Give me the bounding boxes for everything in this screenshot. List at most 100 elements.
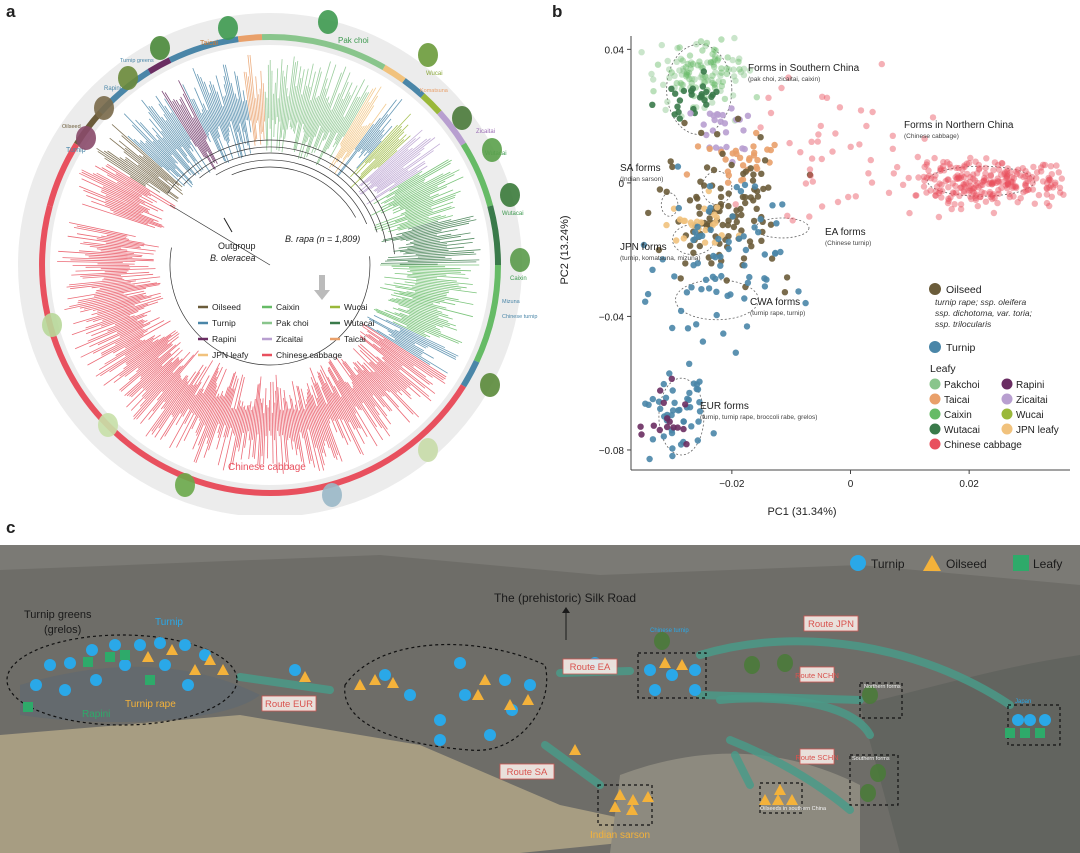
- tree-branch: [196, 73, 219, 130]
- tree-branch: [262, 83, 265, 122]
- tree-branch: [393, 292, 441, 304]
- pca-point: [784, 212, 791, 219]
- tree-branch: [207, 109, 230, 163]
- pca-point: [737, 188, 745, 195]
- tree-branch: [203, 386, 229, 458]
- tree-branch: [217, 407, 234, 466]
- tree-ring-sector: [168, 36, 239, 63]
- pca-point: [724, 179, 732, 186]
- pca-annotations: Forms in Southern China(pak choi, zicait…: [620, 63, 1014, 421]
- tree-branch: [289, 408, 298, 456]
- tree-branch: [257, 398, 261, 435]
- label-chinese-turnip: Chinese turnip: [502, 314, 537, 320]
- tree-branch: [368, 362, 403, 396]
- pca-point: [734, 115, 742, 123]
- tree-branch: [384, 283, 447, 295]
- pca-point: [970, 189, 977, 196]
- tree-branch: [84, 294, 144, 310]
- pca-point: [986, 188, 994, 196]
- map-leafy-marker: [145, 675, 155, 685]
- pca-point: [1010, 175, 1018, 182]
- tree-branch: [105, 204, 163, 226]
- pca-point: [836, 104, 844, 111]
- pca-point: [679, 57, 686, 64]
- pca-point: [967, 154, 974, 162]
- tree-legend-label: Wutacai: [344, 318, 375, 328]
- tree-branch: [399, 330, 457, 360]
- pca-point: [732, 349, 739, 356]
- tree-branch: [328, 361, 356, 407]
- tree-ring-sector: [147, 57, 172, 75]
- tree-branch: [392, 186, 447, 211]
- tree-branch: [362, 325, 444, 381]
- pca-point: [706, 215, 713, 222]
- pca-point: [989, 192, 996, 199]
- tree-branch: [380, 347, 430, 385]
- pca-point: [757, 216, 764, 223]
- tree-branch: [129, 176, 146, 187]
- pca-scatter-panel: −0.02 0 0.020.040−0.04−0.08 PC1 (31.34%) P…: [559, 34, 1070, 518]
- tree-branch: [151, 127, 190, 171]
- pca-point: [769, 202, 776, 209]
- tree-branch: [209, 92, 234, 159]
- vegetable-icon: [76, 126, 96, 150]
- tree-branch: [259, 398, 264, 468]
- pca-point: [680, 425, 687, 433]
- tree-branch: [86, 297, 164, 323]
- pca-point: [698, 91, 705, 98]
- tree-branch: [290, 66, 302, 130]
- pca-point: [660, 433, 667, 440]
- pca-point: [970, 175, 977, 182]
- tree-branch: [335, 356, 388, 430]
- pca-point: [671, 399, 678, 406]
- pca-point: [735, 58, 742, 65]
- panel-c-letter: c: [6, 518, 16, 537]
- outgroup-arrow: [223, 217, 233, 233]
- pca-point: [750, 171, 757, 178]
- tree-core-arc: [231, 166, 357, 218]
- pca-point: [958, 184, 965, 191]
- tree-branch: [381, 357, 430, 397]
- tree-branch: [289, 60, 299, 120]
- pca-point: [1031, 200, 1038, 207]
- tree-branch: [341, 358, 392, 425]
- pca-point: [714, 204, 721, 211]
- tree-branch: [337, 79, 365, 133]
- pca-point: [739, 176, 747, 183]
- pca-point: [885, 189, 893, 196]
- tree-branch: [394, 339, 422, 356]
- pca-point: [656, 426, 663, 434]
- pca-point: [995, 166, 1003, 173]
- pca-point: [990, 209, 998, 217]
- pca-point: [724, 54, 731, 61]
- pca-point: [733, 183, 740, 191]
- map-turnip-marker: [484, 729, 496, 741]
- tree-branch: [100, 267, 131, 270]
- tree-branch: [322, 81, 349, 141]
- pca-point: [758, 170, 765, 177]
- pca-point: [729, 92, 737, 99]
- pca-point: [706, 145, 713, 152]
- pca-point: [690, 262, 697, 269]
- tree-branch: [361, 99, 403, 150]
- pca-point: [990, 191, 997, 198]
- pca-cluster-ellipse: [660, 192, 679, 217]
- pca-point: [966, 187, 974, 194]
- tree-branch: [367, 316, 427, 349]
- vegetable-icon: [94, 96, 114, 120]
- tree-branch: [261, 413, 265, 457]
- tree-branch: [358, 138, 400, 179]
- tree-branch: [354, 362, 385, 397]
- rapini-label: Rapini: [82, 709, 110, 720]
- tree-branch: [338, 99, 397, 176]
- pca-point: [723, 70, 730, 78]
- pca-point: [965, 187, 972, 194]
- pca-point: [956, 175, 963, 182]
- map-clusters: [6, 634, 1061, 826]
- tree-branch: [275, 68, 279, 125]
- tree-branch: [91, 200, 165, 228]
- pca-point: [688, 75, 696, 83]
- pca-point: [721, 95, 729, 103]
- pca-point: [972, 158, 979, 165]
- tree-branch: [382, 356, 400, 371]
